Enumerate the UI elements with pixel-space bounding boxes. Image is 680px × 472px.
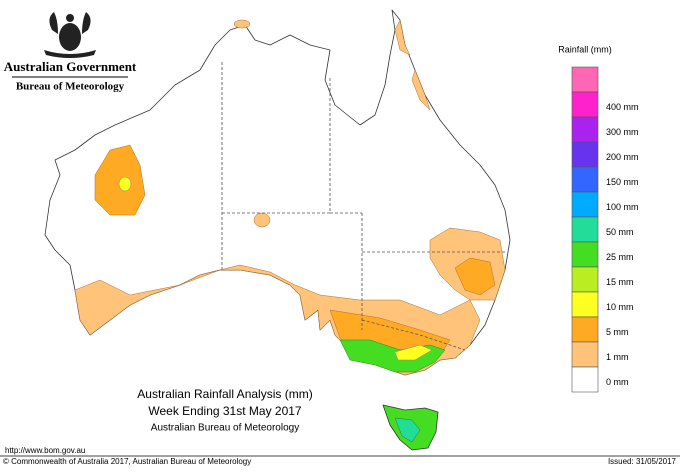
issued-date: Issued: 31/05/2017 xyxy=(608,457,677,466)
legend-swatch xyxy=(571,216,599,243)
map-title: Australian Rainfall Analysis (mm) xyxy=(137,387,312,401)
legend-swatch xyxy=(571,266,599,293)
url: http://www.bom.gov.au xyxy=(5,446,85,455)
bureau-name: Bureau of Meteorology xyxy=(16,81,125,93)
map-source: Australian Bureau of Meteorology xyxy=(151,423,299,434)
legend-swatch xyxy=(571,116,599,143)
legend-swatch xyxy=(571,141,599,168)
rain-area xyxy=(411,69,431,111)
legend-label: 400 mm xyxy=(606,102,639,112)
legend-swatch xyxy=(571,66,599,93)
legend-label: 10 mm xyxy=(606,302,634,312)
legend-label: 5 mm xyxy=(606,327,629,337)
map xyxy=(44,9,511,451)
rain-area xyxy=(253,212,271,228)
legend-swatch xyxy=(571,341,599,368)
legend: Rainfall (mm) 400 mm 300 mm 200 mm 150 mm 10… xyxy=(558,44,639,393)
legend-swatch xyxy=(571,91,599,118)
rain-area xyxy=(233,19,251,29)
copyright: © Commonwealth of Australia 2017, Austra… xyxy=(3,457,251,466)
legend-label: 200 mm xyxy=(606,152,639,162)
legend-swatch xyxy=(571,316,599,343)
legend-label: 50 mm xyxy=(606,227,634,237)
rain-area xyxy=(118,176,132,192)
legend-swatch xyxy=(571,191,599,218)
legend-title: Rainfall (mm) xyxy=(558,44,612,54)
rain-area xyxy=(394,19,411,56)
legend-swatch xyxy=(571,166,599,193)
legend-label: 300 mm xyxy=(606,127,639,137)
legend-swatch xyxy=(571,366,599,393)
government-name: Australian Government xyxy=(4,59,137,74)
crest xyxy=(44,12,96,58)
legend-label: 0 mm xyxy=(606,377,629,387)
state-borders xyxy=(221,62,505,351)
map-subtitle: Week Ending 31st May 2017 xyxy=(148,404,302,418)
legend-label: 150 mm xyxy=(606,177,639,187)
rain-area xyxy=(454,257,496,296)
legend-label: 15 mm xyxy=(606,277,634,287)
rain-area xyxy=(394,344,433,361)
legend-label: 100 mm xyxy=(606,202,639,212)
legend-swatch xyxy=(571,291,599,318)
legend-label: 25 mm xyxy=(606,252,634,262)
rain-area xyxy=(394,417,421,443)
legend-label: 1 mm xyxy=(606,352,629,362)
legend-swatch xyxy=(571,241,599,268)
